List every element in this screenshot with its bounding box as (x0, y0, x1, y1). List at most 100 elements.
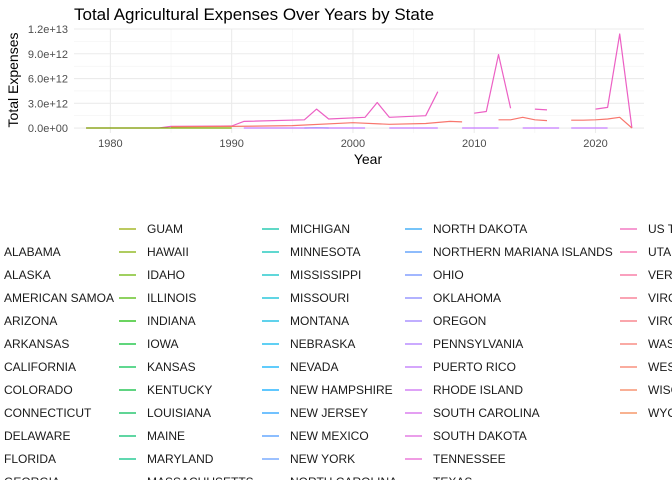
legend-item: HAWAII (119, 245, 189, 259)
legend-label: MINNESOTA (290, 245, 360, 259)
legend-item: TEXAS (433, 475, 472, 480)
legend-item: NEW HAMPSHIRE (262, 383, 393, 397)
y-tick-label: 6.0e+12 (28, 74, 68, 86)
legend-label: NEW JERSEY (290, 406, 368, 420)
legend-label: NEVADA (290, 360, 338, 374)
legend-item: TENNESSEE (405, 452, 506, 466)
legend-item: PUERTO RICO (405, 360, 516, 374)
legend-label: DELAWARE (4, 429, 70, 443)
legend-label: NEW HAMPSHIRE (290, 383, 393, 397)
legend-item: LOUISIANA (119, 406, 211, 420)
x-tick-label: 2020 (583, 138, 607, 150)
legend-label: ALABAMA (4, 245, 61, 259)
axes: 1980 1990 2000 2010 2020 0.0e+00 3.0e+12 6.0e+1… (28, 24, 608, 150)
legend-item: US T (620, 222, 672, 236)
legend-label: PENNSYLVANIA (433, 337, 523, 351)
legend-label: IOWA (147, 337, 179, 351)
legend-item: AMERICAN SAMOA (4, 291, 114, 305)
legend-label: NORTHERN MARIANA ISLANDS (433, 245, 613, 259)
legend-label: OREGON (433, 314, 486, 328)
legend-label: MICHIGAN (290, 222, 350, 236)
legend-label: NEW YORK (290, 452, 355, 466)
legend-item: WAS (620, 337, 672, 351)
legend-item: NEBRASKA (262, 337, 355, 351)
legend-label: MONTANA (290, 314, 349, 328)
y-tick-label: 0.0e+00 (28, 123, 68, 135)
legend-item: OHIO (405, 268, 464, 282)
legend-label: OKLAHOMA (433, 291, 501, 305)
legend-label: WES (648, 360, 672, 374)
legend-item: NEW YORK (262, 452, 355, 466)
legend-label: ARIZONA (4, 314, 57, 328)
legend-label: GUAM (147, 222, 183, 236)
legend-item: KENTUCKY (119, 383, 212, 397)
legend-label: KANSAS (147, 360, 196, 374)
legend-item: OKLAHOMA (405, 291, 501, 305)
legend-item: ALABAMA (4, 245, 61, 259)
legend-item: MISSOURI (262, 291, 349, 305)
legend-item: MONTANA (262, 314, 349, 328)
legend-item: MARYLAND (119, 452, 214, 466)
chart-title: Total Agricultural Expenses Over Years b… (74, 5, 434, 24)
legend-item: MINNESOTA (262, 245, 360, 259)
legend-label: TENNESSEE (433, 452, 506, 466)
legend-item: NORTHERN MARIANA ISLANDS (405, 245, 613, 259)
y-tick-label: 1.2e+13 (28, 24, 68, 36)
legend-item: NEVADA (262, 360, 338, 374)
legend-label: LOUISIANA (147, 406, 211, 420)
series-lines (86, 33, 633, 129)
series-line (595, 33, 633, 129)
legend-label: VER (648, 268, 672, 282)
legend-item: IDAHO (119, 268, 185, 282)
legend-item: KANSAS (119, 360, 196, 374)
series-line (498, 116, 548, 122)
legend-label: HAWAII (147, 245, 189, 259)
legend-item: INDIANA (119, 314, 196, 328)
legend-label: FLORIDA (4, 452, 56, 466)
series-line (474, 53, 512, 114)
legend-label: CALIFORNIA (4, 360, 76, 374)
legend-label: NEBRASKA (290, 337, 355, 351)
legend-item: ARIZONA (4, 314, 57, 328)
y-tick-label: 9.0e+12 (28, 49, 68, 61)
legend-item: VIRG (620, 291, 672, 305)
legend-item: WYO (620, 406, 672, 420)
legend-item: SOUTH CAROLINA (405, 406, 540, 420)
legend-label: TEXAS (433, 475, 472, 480)
legend-item: ALASKA (4, 268, 51, 282)
legend-item: COLORADO (4, 383, 73, 397)
legend-item: PENNSYLVANIA (405, 337, 523, 351)
legend-item: NEW JERSEY (262, 406, 368, 420)
legend-label: MARYLAND (147, 452, 214, 466)
legend-label: US T (648, 222, 672, 236)
legend-item: SOUTH DAKOTA (405, 429, 527, 443)
legend-label: NORTH DAKOTA (433, 222, 527, 236)
legend-label: PUERTO RICO (433, 360, 516, 374)
legend-item: WISC (620, 383, 672, 397)
legend-item: NORTH DAKOTA (405, 222, 527, 236)
legend-label: ILLINOIS (147, 291, 196, 305)
legend-label: WAS (648, 337, 672, 351)
legend-item: ARKANSAS (4, 337, 69, 351)
legend-label: ALASKA (4, 268, 51, 282)
legend-item: IOWA (119, 337, 179, 351)
legend-item: MISSISSIPPI (262, 268, 361, 282)
legend-item: FLORIDA (4, 452, 56, 466)
legend-item: ILLINOIS (119, 291, 196, 305)
series-line (571, 116, 633, 129)
legend-label: KENTUCKY (147, 383, 212, 397)
x-tick-label: 2010 (462, 138, 486, 150)
x-axis-title: Year (354, 151, 383, 167)
legend-label: SOUTH CAROLINA (433, 406, 540, 420)
legend-label: MASSACHUSETTS (147, 475, 254, 480)
legend-item: VER (620, 268, 672, 282)
legend-label: NORTH CAROLINA (290, 475, 397, 480)
legend-label: INDIANA (147, 314, 196, 328)
legend-label: GEORGIA (4, 475, 60, 480)
legend-label: MISSISSIPPI (290, 268, 361, 282)
legend-label: VIRG (648, 291, 672, 305)
legend-label: ARKANSAS (4, 337, 69, 351)
legend-item: CONNECTICUT (4, 406, 92, 420)
